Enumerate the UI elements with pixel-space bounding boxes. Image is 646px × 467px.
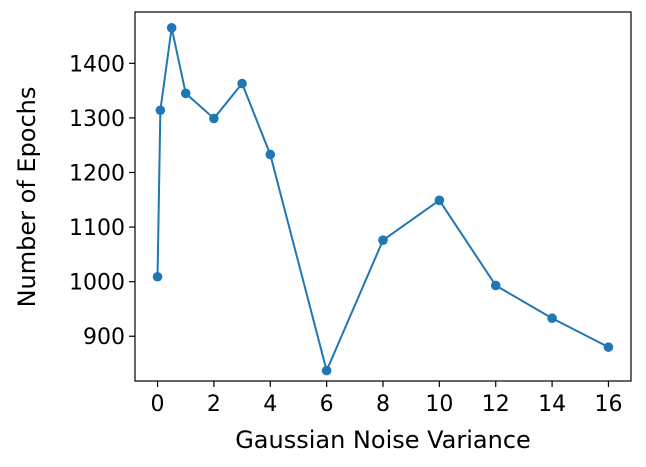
plot-area [152,23,614,376]
y-tick-label: 1100 [69,216,125,241]
x-tick-label: 12 [482,392,510,417]
data-point [237,78,247,89]
x-axis-title: Gaussian Noise Variance [235,426,531,454]
x-tick-label: 0 [151,392,165,417]
y-tick-label: 1000 [69,271,125,296]
y-tick-label: 900 [83,325,125,350]
data-point [180,88,191,99]
plot-frame [134,11,632,382]
x-tick-label: 4 [263,392,277,417]
x-tick-label: 14 [538,392,566,417]
y-tick-label: 1300 [69,107,125,132]
y-tick-label: 1200 [69,161,125,186]
series-line [156,26,609,372]
y-axis-title: Number of Epochs [13,87,41,308]
data-point [209,113,219,124]
x-tick-label: 2 [207,392,221,417]
axes: 0 2 4 6 8 10 12 14 16 900 1000 1100 1200 1300 1400 [69,11,632,417]
y-tick-label: 1400 [69,52,125,77]
x-tick-label: 8 [376,392,390,417]
data-point [490,280,501,291]
data-point [155,105,166,116]
data-point [378,235,388,245]
data-point [434,195,445,206]
data-point [152,271,163,282]
data-point [166,23,177,33]
data-point [321,365,332,376]
x-tick-label: 16 [594,392,622,417]
data-point [547,313,557,324]
x-tick-label: 10 [425,392,453,417]
x-tick-label: 6 [320,392,334,417]
data-point [603,342,614,352]
data-point [265,149,276,160]
